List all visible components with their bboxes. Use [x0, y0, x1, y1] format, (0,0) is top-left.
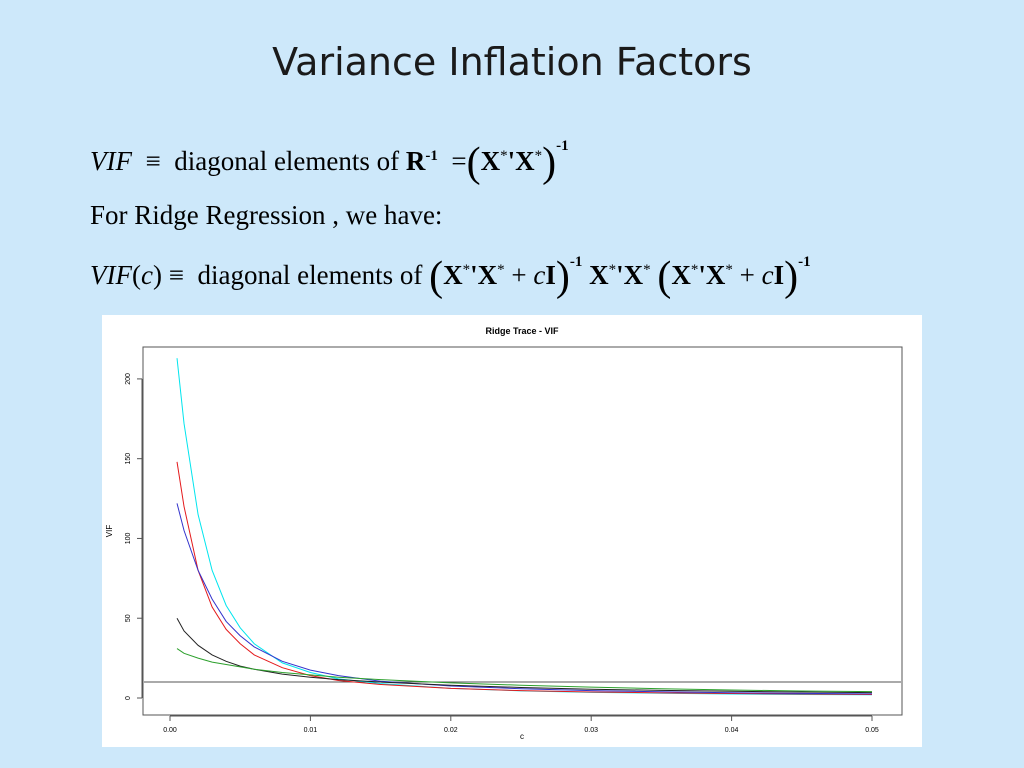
close-paren: ): [555, 254, 570, 300]
inverse-exponent: -1: [425, 148, 438, 164]
x-tick-label: 0.00: [163, 727, 177, 734]
star-superscript: *: [643, 262, 651, 278]
inverse-exponent: -1: [569, 254, 583, 270]
equals-symbol: =: [451, 146, 467, 176]
matrix-r: R: [405, 146, 426, 176]
matrix-x: X: [671, 260, 691, 290]
open-paren: (: [657, 254, 672, 300]
y-tick-label: 0: [125, 696, 132, 700]
open-paren: (: [429, 254, 444, 300]
arg-open: (: [131, 260, 141, 290]
transpose-mark: ': [470, 260, 478, 290]
x-axis-label: c: [520, 732, 524, 741]
x-tick-label: 0.02: [444, 727, 458, 734]
close-paren: ): [542, 140, 557, 186]
matrix-x: X: [623, 260, 644, 290]
chart-svg: Ridge Trace - VIF 0.00 0.01 0.02 0.03 0.04 0.…: [105, 326, 903, 741]
axes-layer: 0.00 0.01 0.02 0.03 0.04 0.05 0 50 100 150 200: [125, 373, 879, 734]
ridge-regression-text: For Ridge Regression , we have:: [90, 200, 443, 230]
plot-frame: [142, 346, 903, 716]
star-superscript: *: [497, 262, 505, 278]
equiv-symbol: ≡: [145, 146, 161, 176]
x-tick-label: 0.01: [304, 727, 318, 734]
y-tick-label: 100: [125, 533, 132, 545]
outer-inverse-exponent: -1: [556, 138, 569, 154]
transpose-mark: ': [698, 260, 706, 290]
star-superscript: *: [690, 262, 699, 278]
series-line-4: [176, 617, 873, 694]
ridge-vif-formula: VIF(c) ≡ diagonal elements of (X*'X* + c…: [90, 253, 811, 301]
matrix-x: X: [589, 260, 609, 290]
identity-matrix: I: [773, 260, 785, 290]
transpose-mark: ': [616, 260, 624, 290]
series-line-2: [176, 461, 873, 695]
equiv-symbol: ≡: [168, 260, 184, 290]
formula-text: diagonal elements of: [174, 146, 400, 176]
slide-title: Variance Inflation Factors: [272, 40, 752, 84]
x-tick-label: 0.04: [725, 727, 739, 734]
series-line-1: [176, 358, 873, 696]
star-superscript: *: [608, 262, 617, 278]
identity-matrix: I: [545, 260, 556, 290]
series-line-3: [176, 503, 873, 695]
series-layer: [144, 358, 901, 696]
matrix-x: X: [480, 146, 501, 176]
vif-symbol: VIF: [90, 260, 132, 290]
y-tick-label: 50: [125, 614, 132, 622]
chart-title: Ridge Trace - VIF: [485, 326, 559, 336]
matrix-x: X: [443, 260, 463, 290]
ridge-trace-chart: Ridge Trace - VIF 0.00 0.01 0.02 0.03 0.04 0.…: [102, 315, 922, 747]
open-paren: (: [466, 140, 481, 186]
y-tick-label: 200: [125, 373, 132, 385]
plus-symbol: +: [739, 260, 755, 290]
y-tick-label: 150: [125, 453, 132, 465]
star-superscript: *: [500, 148, 508, 164]
series-line-5: [176, 648, 873, 693]
star-superscript: *: [534, 148, 543, 164]
star-superscript: *: [725, 262, 733, 278]
matrix-x: X: [705, 260, 726, 290]
star-superscript: *: [462, 262, 471, 278]
arg-close: ): [152, 260, 162, 290]
c-symbol: c: [140, 260, 153, 290]
inverse-exponent: -1: [798, 254, 811, 270]
x-tick-label: 0.05: [865, 727, 879, 734]
c-symbol: c: [533, 260, 546, 290]
plus-symbol: +: [511, 260, 527, 290]
transpose-mark: ': [507, 146, 516, 176]
y-axis-label: VIF: [105, 525, 114, 538]
vif-definition-formula: VIF ≡ diagonal elements of R-1 =(X*'X*)-…: [90, 138, 569, 187]
x-tick-label: 0.03: [584, 727, 598, 734]
matrix-x: X: [515, 146, 535, 176]
formula-text: diagonal elements of: [197, 260, 423, 290]
vif-symbol: VIF: [90, 146, 132, 176]
matrix-x: X: [477, 260, 498, 290]
c-symbol: c: [761, 260, 774, 290]
close-paren: ): [784, 254, 799, 300]
